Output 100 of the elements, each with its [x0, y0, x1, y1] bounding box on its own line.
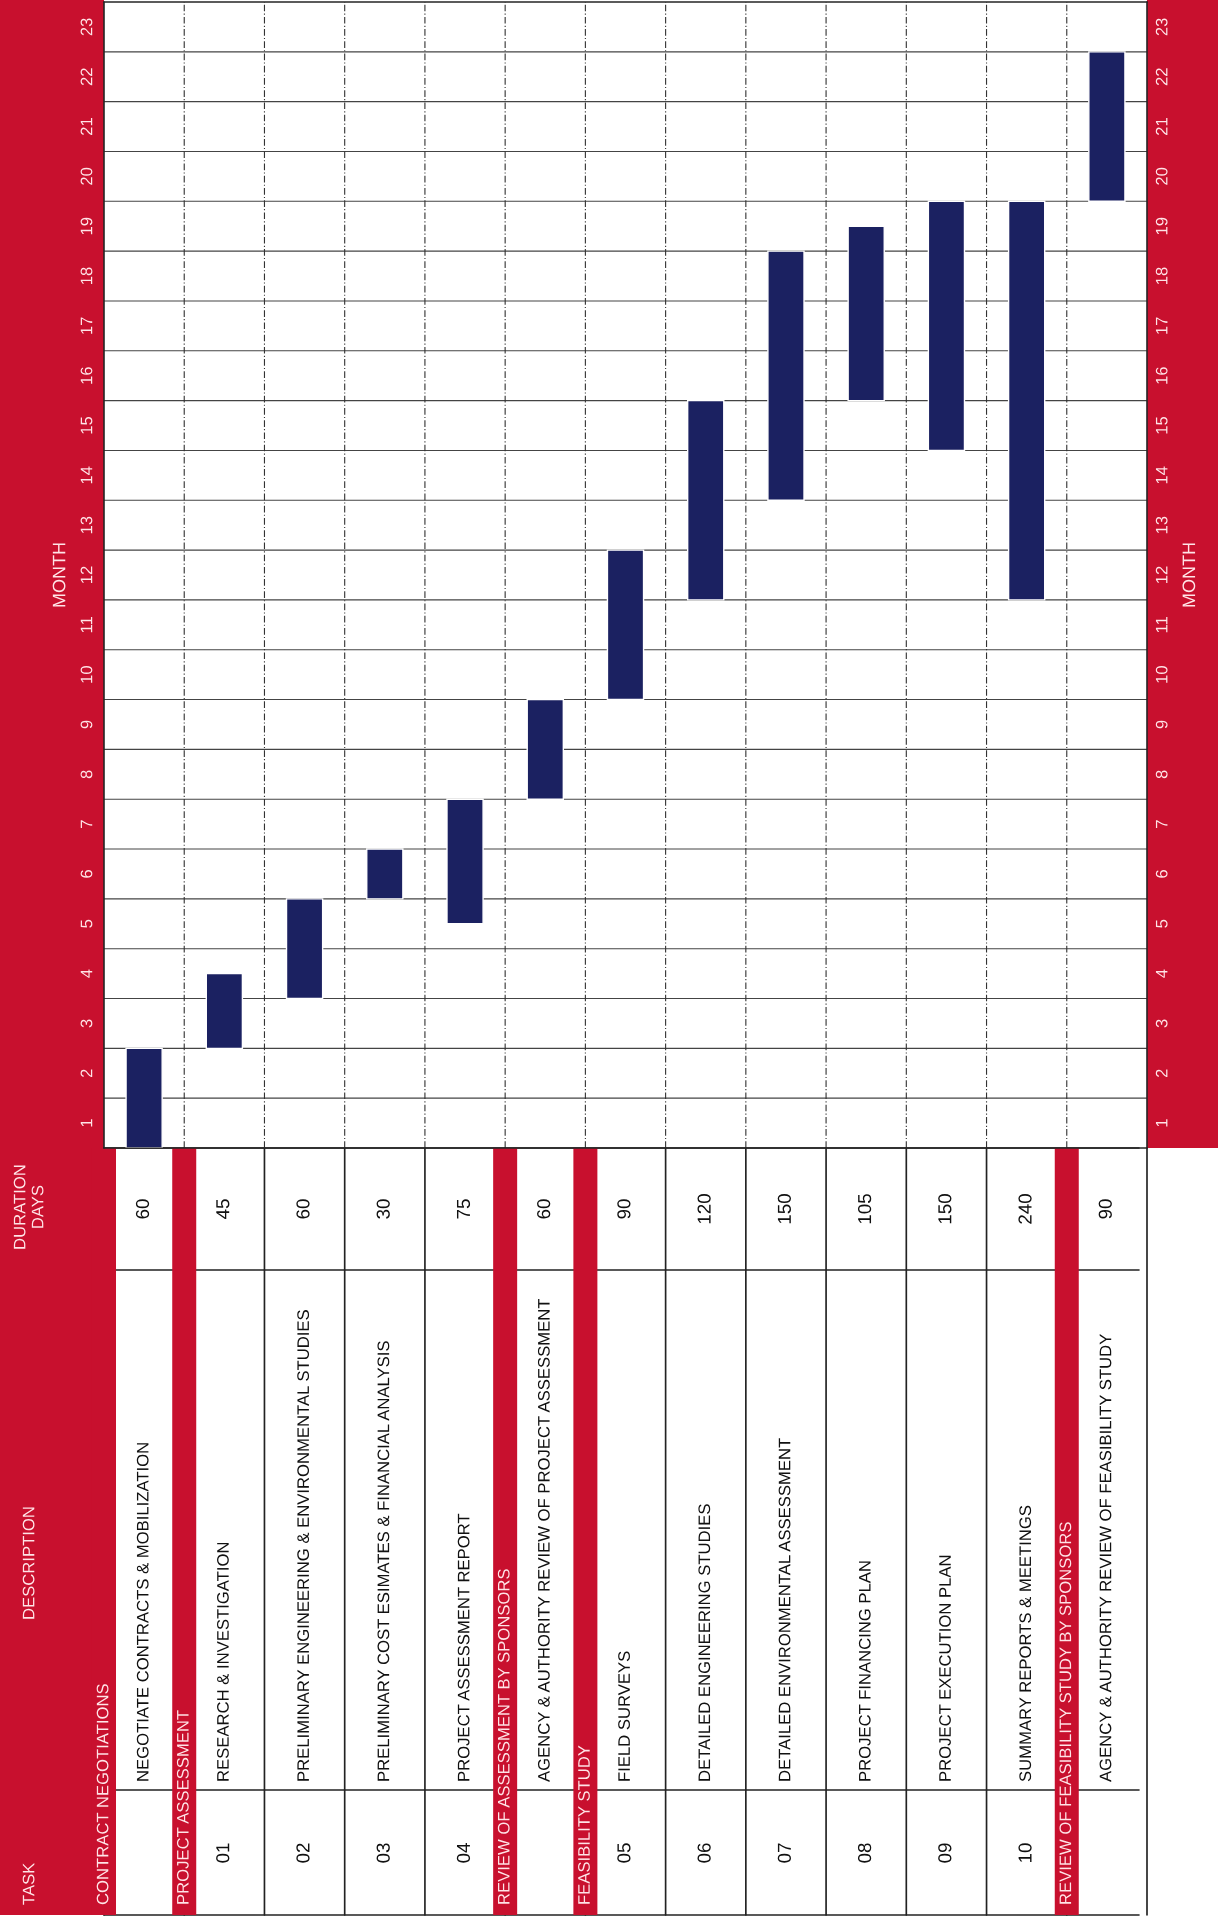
y-tick-label: 3 [80, 1019, 93, 1028]
y2-tick-label: 5 [1155, 919, 1168, 928]
x-tick-label: PROJECT EXECUTION PLAN [939, 1555, 951, 1781]
text: FEASIBILITY STUDY [578, 1745, 590, 1904]
bar [526, 698, 565, 800]
x-tick-label: RESEARCH & INVESTIGATION [217, 1542, 229, 1781]
x-tick-label: PROJECT FINANCING PLAN [858, 1561, 871, 1781]
text: DURATION DAYS [13, 1165, 44, 1249]
bar [927, 200, 966, 452]
x-tick-label: AGENCY & AUTHORITY REVIEW OF FEASIBILITY STUDY [1099, 1334, 1112, 1782]
text: CONTRACT NEGOTIATIONS [96, 1684, 109, 1905]
y2-tick-label: 22 [1155, 68, 1168, 86]
y-tick-label: 20 [80, 167, 93, 185]
y-tick-label: 11 [80, 616, 93, 633]
y2-tick-label: 2 [1155, 1069, 1168, 1078]
bar [285, 898, 324, 1000]
y2-tick-label: 7 [1155, 820, 1168, 828]
y-tick-label: 2 [80, 1069, 93, 1078]
y-tick-label: 14 [80, 466, 93, 484]
y2-tick-label: 19 [1155, 217, 1168, 235]
y-tick-label: 21 [80, 118, 93, 135]
y2-tick-label: 13 [1155, 516, 1168, 534]
text: 01 [216, 1843, 230, 1863]
text: 07 [777, 1843, 791, 1863]
bar [446, 798, 484, 925]
x-tick-label: FIELD SURVEYS [618, 1651, 630, 1781]
y2-tick-label: 23 [1155, 18, 1168, 36]
y2-tick-label: 6 [1155, 870, 1168, 878]
x-tick-label: SUMMARY REPORTS & MEETINGS [1019, 1505, 1032, 1782]
bar [686, 399, 725, 601]
y-axis-title: MONTH [52, 543, 66, 607]
bar [1088, 51, 1126, 202]
y2-tick-label: 15 [1155, 416, 1168, 434]
y-tick-label: 7 [80, 820, 93, 828]
y2-tick-label: 4 [1155, 969, 1168, 978]
text: 05 [617, 1843, 631, 1863]
text: REVIEW OF ASSESSMENT BY SPONSORS [497, 1569, 510, 1904]
y-tick-label: 6 [80, 870, 93, 878]
x-tick-label: DETAILED ENGINEERING STUDIES [698, 1504, 711, 1781]
y-tick-label: 8 [80, 770, 93, 779]
text: 150 [777, 1194, 791, 1224]
text: 30 [376, 1199, 390, 1219]
y-tick-label: 19 [80, 217, 93, 235]
y-tick-label: 9 [80, 720, 93, 729]
text: 04 [456, 1843, 471, 1863]
y-tick-label: 22 [80, 68, 93, 86]
y-tick-label: 13 [80, 516, 93, 534]
text: 10 [1018, 1843, 1032, 1862]
x-tick-label: AGENCY & AUTHORITY REVIEW OF PROJECT ASSESSMENT [537, 1298, 550, 1782]
bar [606, 549, 645, 701]
y-tick-label: 15 [80, 416, 93, 434]
y-tick-label: 17 [80, 317, 93, 334]
text: DESCRIPTION [22, 1507, 35, 1619]
text: 90 [617, 1199, 631, 1219]
text: 75 [456, 1199, 471, 1219]
y2-tick-label: 17 [1155, 317, 1168, 334]
y2-axis-title: MONTH [1182, 543, 1196, 607]
text: 150 [938, 1194, 952, 1224]
bar [767, 250, 805, 501]
y2-tick-label: 9 [1155, 720, 1168, 729]
y2-tick-label: 14 [1155, 466, 1168, 484]
y-tick-label: 12 [80, 566, 93, 583]
y2-tick-label: 11 [1155, 616, 1168, 633]
y2-tick-label: 21 [1155, 118, 1168, 135]
text: 02 [296, 1843, 310, 1863]
y2-tick-label: 10 [1155, 666, 1168, 683]
text: 90 [1098, 1199, 1112, 1219]
bar [847, 225, 885, 402]
y-tick-label: 18 [80, 267, 93, 285]
x-tick-label: NEGOTIATE CONTRACTS & MOBILIZATION [136, 1443, 149, 1781]
text: 60 [135, 1199, 150, 1219]
y-tick-label: 1 [80, 1119, 93, 1127]
text: 105 [857, 1194, 872, 1224]
y2-tick-label: 16 [1155, 367, 1168, 384]
text: 03 [376, 1843, 390, 1863]
x-tick-label: PRELIMINARY COST ESIMATES & FINANCIAL ANALYSIS [377, 1341, 390, 1781]
text: 45 [216, 1199, 230, 1219]
y2-tick-label: 18 [1155, 267, 1168, 285]
x-tick-label: PRELIMINARY ENGINEERING & ENVIRONMENTAL STUDIES [297, 1310, 310, 1781]
bar [125, 1047, 163, 1148]
y2-tick-label: 20 [1155, 167, 1168, 185]
y-tick-label: 16 [80, 367, 93, 384]
y2-tick-label: 8 [1155, 770, 1168, 779]
text: 09 [938, 1843, 952, 1863]
y-tick-label: 5 [80, 919, 93, 928]
x-tick-label: PROJECT ASSESSMENT REPORT [457, 1513, 470, 1781]
text: TASK [22, 1862, 35, 1905]
text: 08 [857, 1843, 872, 1863]
y2-tick-label: 12 [1155, 566, 1168, 583]
text: 60 [537, 1199, 551, 1219]
y-tick-label: 10 [80, 666, 93, 683]
text: 240 [1018, 1194, 1032, 1224]
bar [366, 848, 404, 900]
text: 06 [697, 1843, 711, 1863]
text: 60 [296, 1199, 310, 1219]
y-tick-label: 4 [80, 969, 93, 978]
y2-tick-label: 1 [1155, 1119, 1168, 1127]
y-tick-label: 23 [80, 18, 93, 36]
bar [1007, 200, 1046, 601]
text: REVIEW OF FEASIBILITY STUDY BY SPONSORS [1059, 1522, 1072, 1904]
